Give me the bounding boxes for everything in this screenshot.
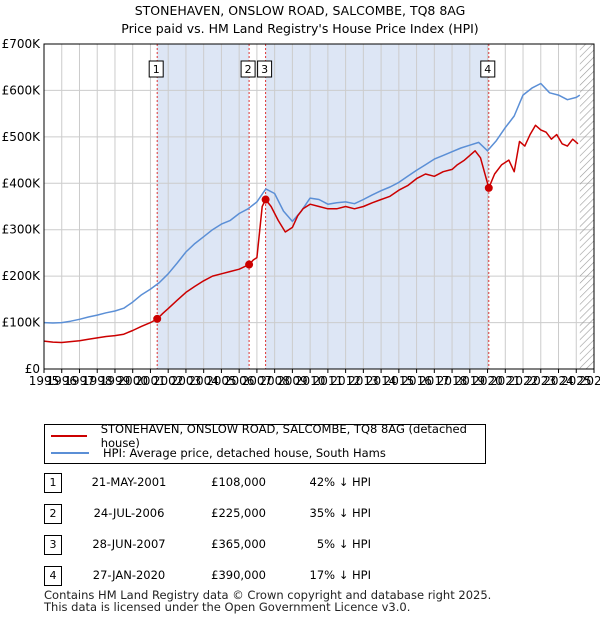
x-tick-label: 2019 — [455, 374, 486, 388]
x-tick-label: 2014 — [366, 374, 397, 388]
x-tick-label: 2023 — [526, 374, 557, 388]
row-number: 3 — [44, 535, 62, 555]
row-hpi: 42% ↓ HPI — [309, 475, 371, 489]
sale-label-3: 3 — [261, 63, 268, 76]
x-tick-label: 2002 — [153, 374, 184, 388]
x-tick-label: 2005 — [206, 374, 237, 388]
row-date: 28-JUN-2007 — [92, 537, 166, 551]
x-tick-label: 2003 — [171, 374, 202, 388]
table-row: 1 21-MAY-2001 £108,000 42% ↓ HPI — [0, 471, 600, 495]
sale-marker-1 — [153, 314, 162, 323]
row-number: 1 — [44, 473, 62, 493]
legend-item-hpi: HPI: Average price, detached house, Sout… — [51, 444, 386, 462]
row-date: 24-JUL-2006 — [93, 506, 165, 520]
row-date: 21-MAY-2001 — [91, 475, 167, 489]
shaded-span — [157, 44, 250, 369]
row-price: £108,000 — [211, 475, 266, 489]
plot-frame — [43, 43, 595, 370]
sale-label-2: 2 — [245, 63, 252, 76]
sale-label-box-4 — [480, 60, 496, 78]
x-tick-label: 2020 — [472, 374, 503, 388]
y-tick-label: £600K — [2, 83, 42, 97]
x-tick-label: 2009 — [277, 374, 308, 388]
x-tick-label: 1998 — [82, 374, 113, 388]
legend-label-hpi: HPI: Average price, detached house, Sout… — [103, 446, 386, 460]
sale-marker-2 — [245, 260, 254, 269]
row-price: £390,000 — [211, 568, 266, 582]
x-tick-label: 1997 — [64, 374, 95, 388]
row-hpi: 5% ↓ HPI — [316, 537, 371, 551]
x-tick-label: 2013 — [348, 374, 379, 388]
row-hpi: 35% ↓ HPI — [309, 506, 371, 520]
shaded-span — [265, 44, 489, 369]
table-row: 3 28-JUN-2007 £365,000 5% ↓ HPI — [0, 533, 600, 557]
footer-line-2: This data is licensed under the Open Gov… — [44, 600, 411, 614]
sale-label-box-1 — [148, 60, 164, 78]
y-tick-label: £700K — [2, 37, 42, 51]
x-tick-label: 2024 — [543, 374, 574, 388]
footer: Contains HM Land Registry data © Crown c… — [44, 589, 491, 613]
x-tick-label: 2001 — [135, 374, 166, 388]
row-date: 27-JAN-2020 — [92, 568, 166, 582]
x-tick-label: 2026 — [579, 374, 600, 388]
chart-title: STONEHAVEN, ONSLOW ROAD, SALCOMBE, TQ8 8… — [0, 2, 600, 38]
x-tick-label: 2011 — [313, 374, 344, 388]
sale-marker-4 — [484, 183, 493, 192]
legend-label-price: STONEHAVEN, ONSLOW ROAD, SALCOMBE, TQ8 8… — [100, 422, 467, 450]
sale-marker-3 — [261, 195, 270, 204]
sale-label-box-3 — [257, 60, 273, 78]
x-tick-label: 2025 — [561, 374, 592, 388]
legend: STONEHAVEN, ONSLOW ROAD, SALCOMBE, TQ8 8… — [44, 422, 486, 464]
x-tick-label: 2012 — [330, 374, 361, 388]
title-line-1: STONEHAVEN, ONSLOW ROAD, SALCOMBE, TQ8 8… — [134, 3, 466, 18]
row-number: 4 — [44, 566, 62, 586]
row-price: £225,000 — [211, 506, 266, 520]
x-tick-label: 2008 — [259, 374, 290, 388]
sale-label-1: 1 — [153, 63, 160, 76]
x-tick-label: 2007 — [242, 374, 273, 388]
legend-swatch-price — [51, 435, 87, 437]
x-tick-label: 2017 — [419, 374, 450, 388]
x-tick-label: 2018 — [437, 374, 468, 388]
x-tick-label: 2016 — [401, 374, 432, 388]
x-tick-label: 2015 — [384, 374, 415, 388]
sale-label-4: 4 — [484, 63, 491, 76]
x-tick-label: 1996 — [46, 374, 77, 388]
row-number: 2 — [44, 504, 62, 524]
table-row: 2 24-JUL-2006 £225,000 35% ↓ HPI — [0, 502, 600, 526]
x-tick-label: 2000 — [117, 374, 148, 388]
legend-swatch-hpi — [51, 452, 89, 454]
y-tick-label: £400K — [2, 176, 42, 190]
row-price: £365,000 — [211, 537, 266, 551]
x-tick-label: 2004 — [188, 374, 219, 388]
title-line-2: Price paid vs. HM Land Registry's House … — [121, 21, 479, 36]
y-tick-label: £0 — [25, 362, 40, 376]
footer-line-1: Contains HM Land Registry data © Crown c… — [44, 588, 492, 602]
sale-label-box-2 — [240, 60, 256, 78]
row-hpi: 17% ↓ HPI — [309, 568, 371, 582]
y-tick-label: £300K — [2, 223, 42, 237]
y-tick-label: £200K — [2, 269, 42, 283]
price-paid-line — [43, 124, 579, 344]
y-tick-label: £100K — [2, 316, 42, 330]
x-tick-label: 2022 — [508, 374, 539, 388]
table-row: 4 27-JAN-2020 £390,000 17% ↓ HPI — [0, 564, 600, 588]
legend-item-price: STONEHAVEN, ONSLOW ROAD, SALCOMBE, TQ8 8… — [51, 422, 485, 450]
x-tick-label: 1999 — [100, 374, 131, 388]
x-tick-label: 2010 — [295, 374, 326, 388]
x-tick-label: 1995 — [29, 374, 60, 388]
y-tick-label: £500K — [2, 130, 42, 144]
hatched-region — [579, 44, 594, 369]
x-tick-label: 2006 — [224, 374, 255, 388]
hpi-line — [43, 82, 581, 324]
x-tick-label: 2021 — [490, 374, 521, 388]
